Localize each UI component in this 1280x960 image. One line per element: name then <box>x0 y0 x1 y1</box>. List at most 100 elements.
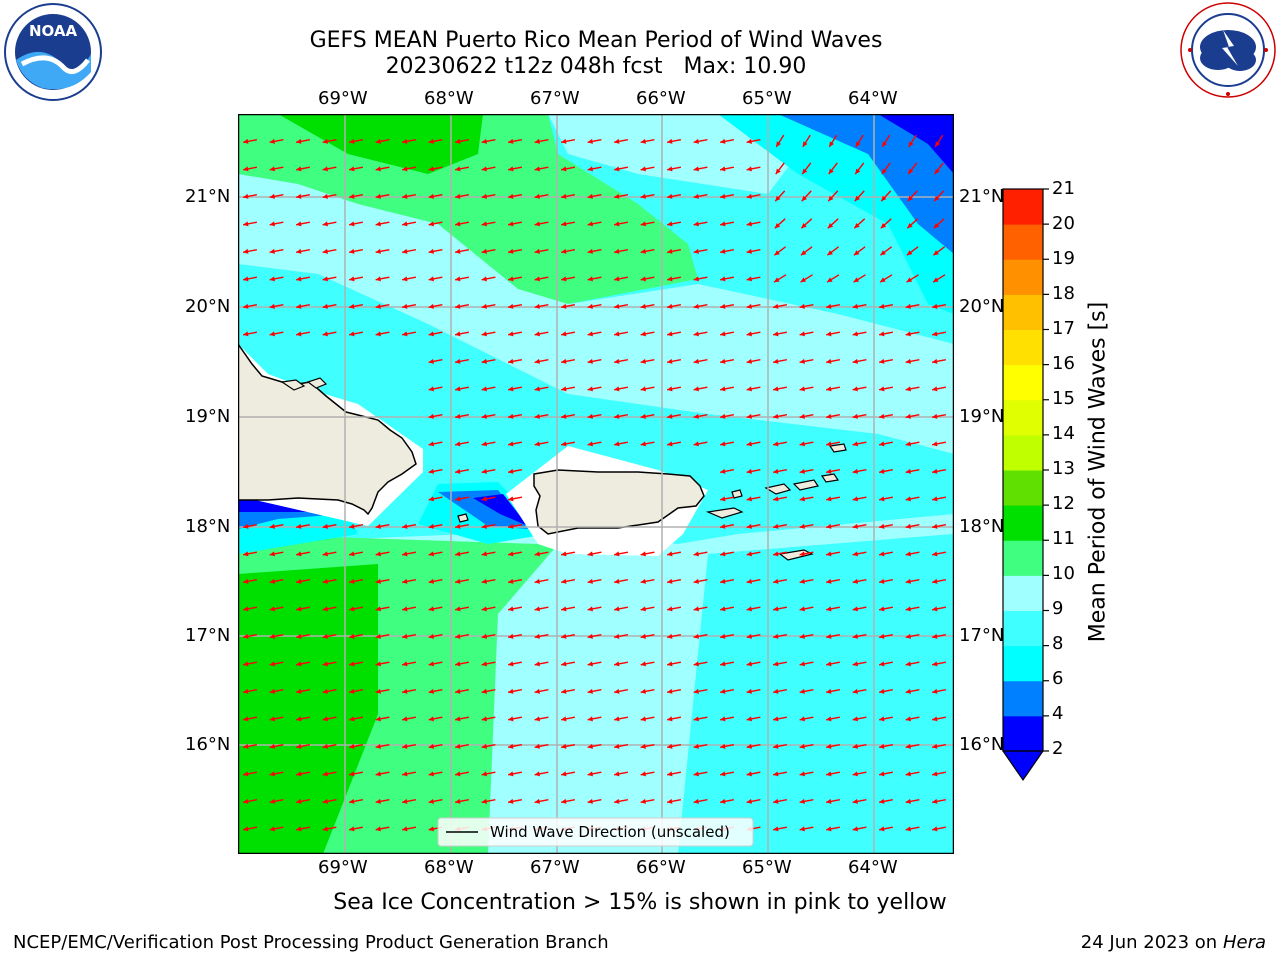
colorbar-band <box>1003 259 1043 295</box>
map-panel[interactable]: Wind Wave Direction (unscaled) <box>238 114 954 854</box>
wind-wave-arrowhead <box>746 331 752 337</box>
wind-wave-arrowhead <box>243 743 249 749</box>
wind-wave-arrowhead <box>349 138 355 144</box>
wind-wave-arrowhead <box>428 523 434 529</box>
wind-wave-arrowhead <box>826 578 832 584</box>
wind-wave-arrowhead <box>880 277 886 283</box>
wind-wave-arrowhead <box>508 303 514 309</box>
wind-wave-arrowhead <box>508 606 514 612</box>
wind-wave-arrowhead <box>746 743 752 749</box>
wind-wave-arrowhead <box>720 248 726 254</box>
wind-wave-arrowhead <box>508 358 514 364</box>
wind-wave-arrowhead <box>455 441 461 447</box>
wind-wave-arrowhead <box>428 276 434 282</box>
lon-label-bottom: 64°W <box>848 857 898 878</box>
wind-wave-arrowhead <box>879 578 885 584</box>
wind-wave-arrowhead <box>561 661 567 667</box>
wind-wave-arrowhead <box>561 743 567 749</box>
wind-wave-arrowhead <box>906 250 913 256</box>
wind-wave-arrowhead <box>879 716 885 722</box>
wind-wave-arrowhead <box>375 221 381 227</box>
colorbar-band <box>1003 505 1043 541</box>
wind-wave-arrowhead <box>746 193 752 199</box>
colorbar-tick: 2 <box>1052 738 1064 759</box>
wind-wave-arrowhead <box>587 193 593 199</box>
wind-wave-arrowhead <box>269 248 275 254</box>
wind-wave-arrowhead <box>801 222 807 229</box>
wind-wave-arrowhead <box>349 551 355 557</box>
wind-wave-arrowhead <box>296 221 302 227</box>
wind-wave-arrowhead <box>587 331 593 337</box>
wind-wave-arrowhead <box>322 716 328 722</box>
lon-label-top: 69°W <box>318 88 368 109</box>
wind-wave-arrowhead <box>852 826 858 832</box>
virgin-island <box>820 473 840 483</box>
wind-wave-arrowhead <box>853 277 860 283</box>
wind-wave-arrowhead <box>879 771 885 777</box>
wind-wave-arrowhead <box>799 496 805 502</box>
wind-wave-arrowhead <box>269 138 275 144</box>
wind-wave-arrowhead <box>907 222 913 229</box>
wind-wave-arrowhead <box>587 358 593 364</box>
wind-wave-arrowhead <box>799 358 805 364</box>
wind-wave-arrowhead <box>932 551 938 557</box>
wind-wave-arrowhead <box>773 743 779 749</box>
wind-wave-arrowhead <box>799 523 805 529</box>
wind-wave-arrowhead <box>879 606 885 612</box>
wind-wave-arrowhead <box>746 496 752 502</box>
colorbar-tick: 16 <box>1052 353 1075 374</box>
wind-wave-arrowhead <box>428 633 434 639</box>
wind-wave-arrowhead <box>827 250 833 256</box>
colorbar-label: Mean Period of Wind Waves [s] <box>1085 301 1111 643</box>
wind-wave-arrowhead <box>667 771 673 777</box>
colorbar-band <box>1003 540 1043 576</box>
wind-wave-arrowhead <box>455 716 461 722</box>
wind-wave-arrowhead <box>614 358 620 364</box>
wind-wave-arrowhead <box>614 633 620 639</box>
wind-wave-arrowhead <box>773 386 779 392</box>
wind-wave-arrowhead <box>693 413 699 419</box>
wind-wave-arrowhead <box>614 441 620 447</box>
wind-wave-arrowhead <box>349 661 355 667</box>
wind-wave-arrowhead <box>667 578 673 584</box>
wind-wave-arrowhead <box>614 303 620 309</box>
wind-wave-arrowhead <box>773 551 779 557</box>
wind-wave-arrowhead <box>720 303 726 309</box>
wind-wave-arrowhead <box>905 468 911 474</box>
footer-right: 24 Jun 2023 on Hera <box>1081 932 1266 953</box>
wind-wave-arrowhead <box>720 276 726 282</box>
wind-wave-arrowhead <box>852 358 858 364</box>
wind-wave-arrowhead <box>693 303 699 309</box>
wind-wave-arrowhead <box>640 358 646 364</box>
colorbar-tick: 8 <box>1052 633 1064 654</box>
island-small <box>306 377 328 389</box>
wind-wave-arrowhead <box>428 661 434 667</box>
wind-wave-arrowhead <box>428 496 434 502</box>
noaa-logo: NOAA <box>4 3 102 101</box>
wind-wave-arrowhead <box>906 277 913 283</box>
wind-wave-arrowhead <box>640 166 646 172</box>
forecast-time: 20230622 t12z 048h fcst <box>385 54 663 79</box>
wind-wave-arrowhead <box>322 743 328 749</box>
wind-wave-arrowhead <box>826 688 832 694</box>
wind-wave-arrowhead <box>905 496 911 502</box>
wind-wave-arrowhead <box>534 331 540 337</box>
wind-wave-arrowhead <box>905 661 911 667</box>
wind-wave-arrowhead <box>561 441 567 447</box>
colorbar-band <box>1003 294 1043 330</box>
lon-label-top: 65°W <box>742 88 792 109</box>
wind-wave-arrowhead <box>269 551 275 557</box>
wind-wave-arrowhead <box>428 743 434 749</box>
colorbar-tick: 14 <box>1052 423 1075 444</box>
wind-wave-arrowhead <box>932 771 938 777</box>
wind-wave-arrowhead <box>746 276 752 282</box>
wind-wave-arrowhead <box>269 606 275 612</box>
wind-wave-arrowhead <box>481 606 487 612</box>
wind-wave-arrowhead <box>934 168 940 175</box>
wind-wave-arrowhead <box>746 688 752 694</box>
wind-wave-arrowhead <box>455 468 461 474</box>
wind-wave-arrowhead <box>667 138 673 144</box>
wind-wave-arrowhead <box>640 551 646 557</box>
nws-logo <box>1180 2 1276 98</box>
wind-wave-arrowhead <box>640 413 646 419</box>
